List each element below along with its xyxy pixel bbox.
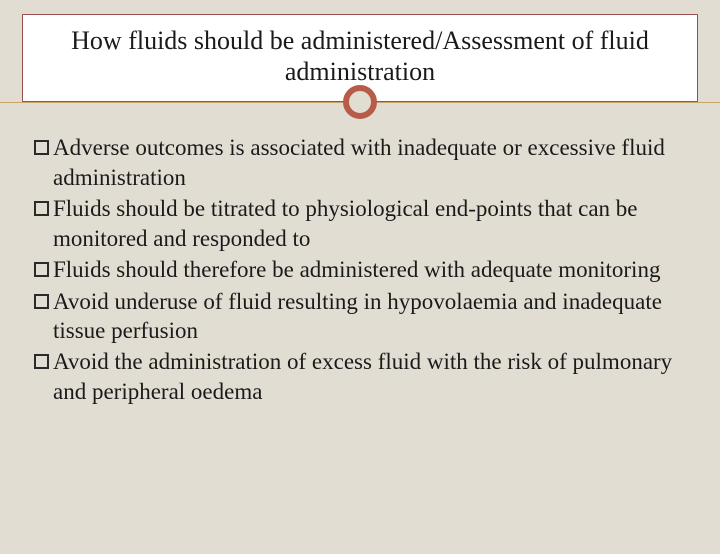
list-item: Avoid the administration of excess fluid… [34, 347, 686, 406]
bullet-square-icon [34, 140, 49, 155]
list-item: Fluids should be titrated to physiologic… [34, 194, 686, 253]
bullet-text: Adverse outcomes is associated with inad… [53, 133, 686, 192]
bullet-text: Fluids should be titrated to physiologic… [53, 194, 686, 253]
list-item: Avoid underuse of fluid resulting in hyp… [34, 287, 686, 346]
bullet-text: Avoid underuse of fluid resulting in hyp… [53, 287, 686, 346]
divider [0, 85, 720, 119]
bullet-text: Avoid the administration of excess fluid… [53, 347, 686, 406]
ring-icon [343, 85, 377, 119]
bullet-square-icon [34, 262, 49, 277]
slide-title: How fluids should be administered/Assess… [33, 25, 687, 87]
bullet-text: Fluids should therefore be administered … [53, 255, 660, 284]
bullet-square-icon [34, 201, 49, 216]
bullet-square-icon [34, 294, 49, 309]
content-area: Adverse outcomes is associated with inad… [0, 119, 720, 406]
bullet-square-icon [34, 354, 49, 369]
list-item: Adverse outcomes is associated with inad… [34, 133, 686, 192]
list-item: Fluids should therefore be administered … [34, 255, 686, 284]
slide: How fluids should be administered/Assess… [0, 14, 720, 554]
